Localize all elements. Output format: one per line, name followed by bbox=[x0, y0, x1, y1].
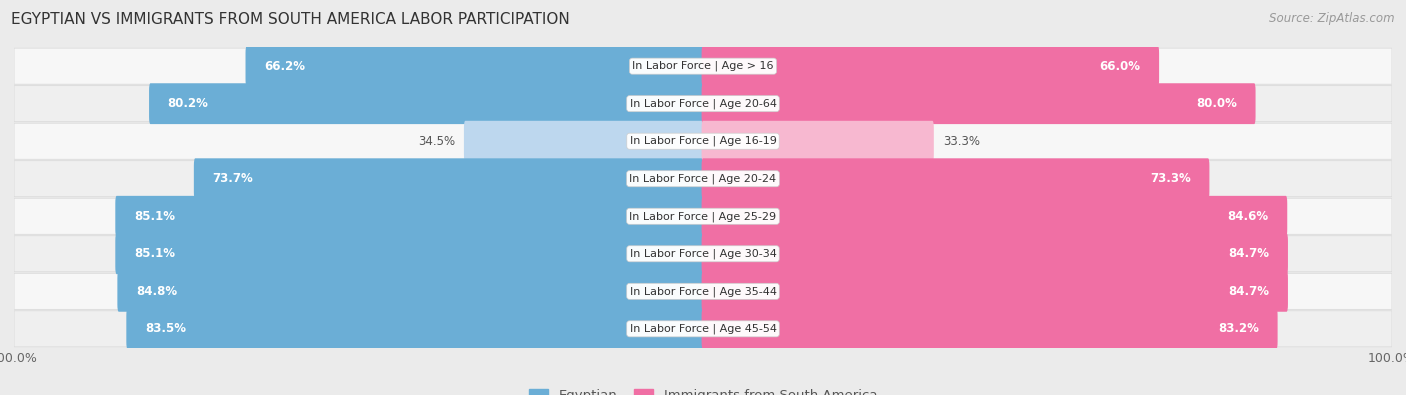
FancyBboxPatch shape bbox=[115, 233, 704, 274]
Text: 84.7%: 84.7% bbox=[1229, 247, 1270, 260]
Text: In Labor Force | Age 35-44: In Labor Force | Age 35-44 bbox=[630, 286, 776, 297]
Text: 80.0%: 80.0% bbox=[1197, 97, 1237, 110]
FancyBboxPatch shape bbox=[127, 308, 704, 349]
Text: 73.3%: 73.3% bbox=[1150, 172, 1191, 185]
FancyBboxPatch shape bbox=[702, 271, 1288, 312]
Text: 84.7%: 84.7% bbox=[1229, 285, 1270, 298]
FancyBboxPatch shape bbox=[14, 198, 1392, 234]
Text: In Labor Force | Age 45-54: In Labor Force | Age 45-54 bbox=[630, 324, 776, 334]
FancyBboxPatch shape bbox=[14, 86, 1392, 122]
FancyBboxPatch shape bbox=[702, 158, 1209, 199]
Text: 85.1%: 85.1% bbox=[134, 210, 174, 223]
Text: 66.0%: 66.0% bbox=[1099, 60, 1140, 73]
Text: 84.8%: 84.8% bbox=[136, 285, 177, 298]
Text: In Labor Force | Age > 16: In Labor Force | Age > 16 bbox=[633, 61, 773, 71]
Text: 85.1%: 85.1% bbox=[134, 247, 174, 260]
Text: In Labor Force | Age 20-64: In Labor Force | Age 20-64 bbox=[630, 98, 776, 109]
FancyBboxPatch shape bbox=[115, 196, 704, 237]
Text: 83.5%: 83.5% bbox=[145, 322, 186, 335]
Text: In Labor Force | Age 20-24: In Labor Force | Age 20-24 bbox=[630, 173, 776, 184]
Text: EGYPTIAN VS IMMIGRANTS FROM SOUTH AMERICA LABOR PARTICIPATION: EGYPTIAN VS IMMIGRANTS FROM SOUTH AMERIC… bbox=[11, 12, 569, 27]
FancyBboxPatch shape bbox=[702, 233, 1288, 274]
Text: In Labor Force | Age 25-29: In Labor Force | Age 25-29 bbox=[630, 211, 776, 222]
Text: 84.6%: 84.6% bbox=[1227, 210, 1268, 223]
FancyBboxPatch shape bbox=[14, 161, 1392, 197]
FancyBboxPatch shape bbox=[14, 311, 1392, 347]
FancyBboxPatch shape bbox=[14, 236, 1392, 272]
Text: 73.7%: 73.7% bbox=[212, 172, 253, 185]
Legend: Egyptian, Immigrants from South America: Egyptian, Immigrants from South America bbox=[523, 384, 883, 395]
Text: 34.5%: 34.5% bbox=[418, 135, 456, 148]
Text: 66.2%: 66.2% bbox=[264, 60, 305, 73]
Text: 83.2%: 83.2% bbox=[1218, 322, 1258, 335]
FancyBboxPatch shape bbox=[246, 46, 704, 87]
FancyBboxPatch shape bbox=[464, 121, 704, 162]
FancyBboxPatch shape bbox=[702, 308, 1278, 349]
FancyBboxPatch shape bbox=[194, 158, 704, 199]
Text: 33.3%: 33.3% bbox=[943, 135, 980, 148]
Text: 80.2%: 80.2% bbox=[167, 97, 208, 110]
Text: In Labor Force | Age 30-34: In Labor Force | Age 30-34 bbox=[630, 248, 776, 259]
FancyBboxPatch shape bbox=[14, 123, 1392, 159]
FancyBboxPatch shape bbox=[702, 121, 934, 162]
FancyBboxPatch shape bbox=[117, 271, 704, 312]
Text: In Labor Force | Age 16-19: In Labor Force | Age 16-19 bbox=[630, 136, 776, 147]
FancyBboxPatch shape bbox=[14, 48, 1392, 84]
FancyBboxPatch shape bbox=[149, 83, 704, 124]
FancyBboxPatch shape bbox=[702, 83, 1256, 124]
FancyBboxPatch shape bbox=[702, 196, 1288, 237]
Text: Source: ZipAtlas.com: Source: ZipAtlas.com bbox=[1270, 12, 1395, 25]
FancyBboxPatch shape bbox=[702, 46, 1159, 87]
FancyBboxPatch shape bbox=[14, 273, 1392, 309]
